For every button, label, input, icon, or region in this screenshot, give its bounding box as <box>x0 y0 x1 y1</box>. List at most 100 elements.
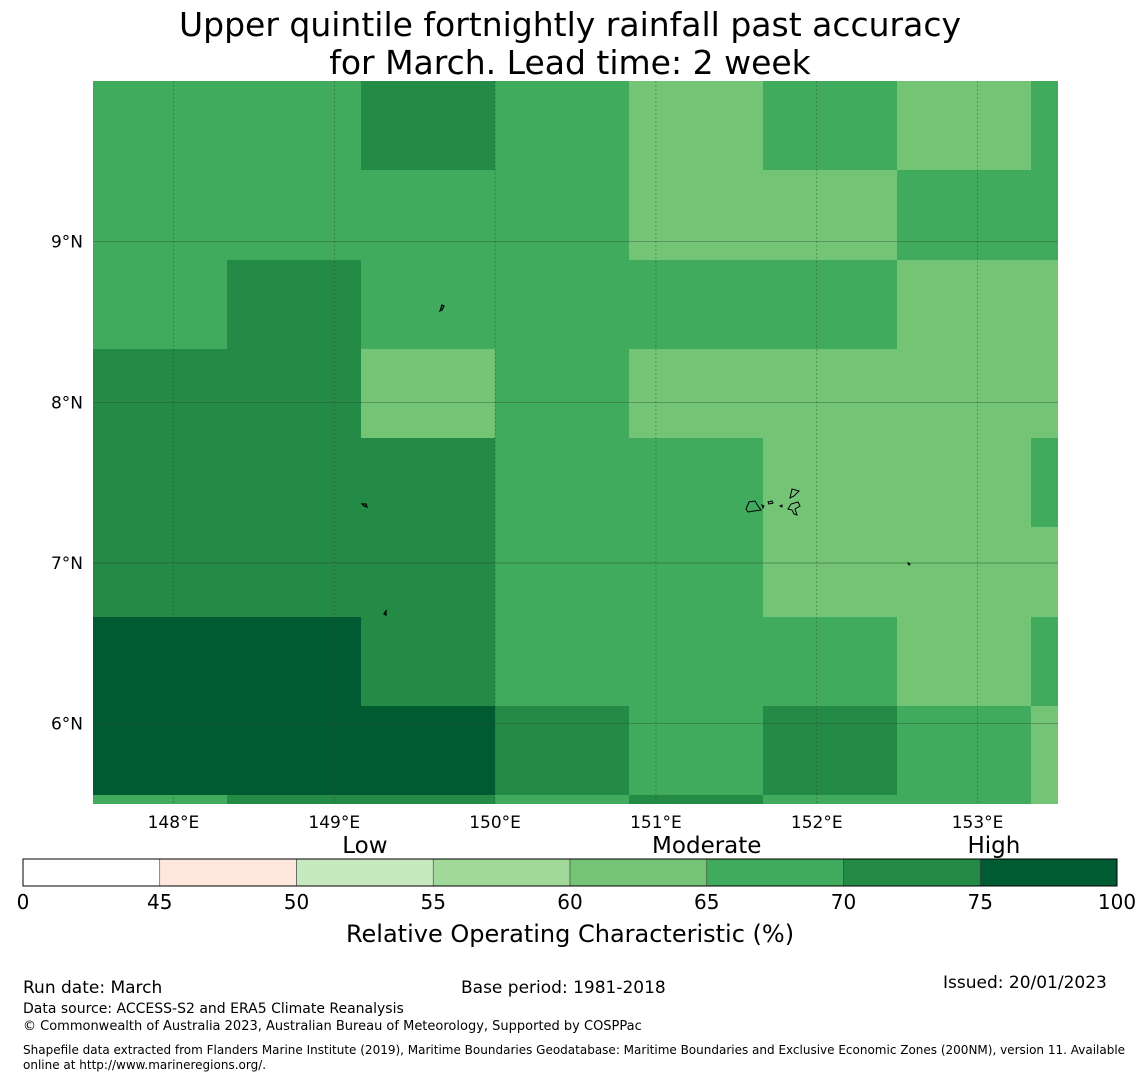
shapefile-credit: Shapefile data extracted from Flanders M… <box>23 1043 1126 1072</box>
colorbar-tick-label: 65 <box>694 890 719 914</box>
island-outline <box>789 488 800 499</box>
heatmap-cell <box>897 617 1031 706</box>
colorbar-box <box>569 858 708 887</box>
colorbar-boxes <box>22 858 1118 887</box>
heatmap-cell <box>227 170 361 260</box>
heatmap-cell <box>93 170 227 260</box>
colorbar-tick-label: 45 <box>147 890 172 914</box>
heatmap-cell <box>1031 795 1058 804</box>
island-outline <box>778 504 783 508</box>
colorbar-tick-labels: 0 45 50 55 60 65 70 75 100 <box>17 890 1136 914</box>
chart-title-line-2: for March. Lead time: 2 week <box>329 43 811 82</box>
heatmap-cell <box>495 349 629 438</box>
heatmap-cell <box>495 795 629 804</box>
island-outline <box>383 609 387 616</box>
heatmap-cell <box>227 617 361 706</box>
heatmap-cell <box>93 349 227 438</box>
heatmap-cell <box>227 795 361 804</box>
heatmap-cell <box>361 349 495 438</box>
y-tick-label: 6°N <box>51 715 83 735</box>
heatmap-cell <box>897 438 1031 527</box>
heatmap-cell <box>227 706 361 795</box>
data-source: Data source: ACCESS-S2 and ERA5 Climate … <box>23 1001 404 1017</box>
island-outline <box>438 304 445 313</box>
colorbar-box <box>843 858 981 887</box>
heatmap-cell <box>1031 527 1058 617</box>
island-outline <box>787 501 801 516</box>
heatmap-cell <box>227 527 361 617</box>
copyright-notice: © Commonwealth of Australia 2023, Austra… <box>23 1019 642 1034</box>
colorbar-box <box>706 858 844 887</box>
heatmap-cell <box>763 170 897 260</box>
heatmap-cell <box>495 260 629 349</box>
heatmap-cell <box>227 438 361 527</box>
colorbar-category-labels: Low Moderate High <box>342 833 1020 859</box>
y-tick-label: 8°N <box>51 393 83 413</box>
island-outline <box>767 500 774 505</box>
x-tick-label: 150°E <box>469 813 521 833</box>
heatmap-cell <box>1031 81 1058 170</box>
heatmap-cell <box>629 706 763 795</box>
heatmap-cell <box>1031 438 1058 527</box>
colorbar-category-label: High <box>967 833 1020 859</box>
colorbar-category-label: Moderate <box>652 833 761 859</box>
colorbar-tick-label: 100 <box>1098 890 1136 914</box>
heatmap-cell <box>629 438 763 527</box>
heatmap-cell <box>93 438 227 527</box>
heatmap-cell <box>763 438 897 527</box>
colorbar-box <box>979 858 1118 887</box>
x-tick-label: 151°E <box>630 813 682 833</box>
colorbar-tick-label: 60 <box>557 890 582 914</box>
map-chart: 148°E 149°E 150°E 151°E 152°E 153°E 6°N 7°N 8°N… <box>51 81 1058 833</box>
colorbar-tick-label: 75 <box>968 890 993 914</box>
island-outline <box>906 561 911 566</box>
heatmap-cell <box>629 81 763 170</box>
colorbar-box <box>296 858 434 887</box>
heatmap-cells <box>93 81 1058 804</box>
colorbar-box <box>22 858 161 887</box>
heatmap-cell <box>227 260 361 349</box>
x-tick-label: 153°E <box>952 813 1004 833</box>
heatmap-cell <box>361 617 495 706</box>
heatmap-cell <box>629 170 763 260</box>
heatmap-cell <box>1031 706 1058 795</box>
colorbar-category-label: Low <box>342 833 387 859</box>
colorbar-tick-label: 50 <box>284 890 309 914</box>
heatmap-cell <box>1031 349 1058 438</box>
heatmap-cell <box>495 81 629 170</box>
heatmap-cell <box>763 706 897 795</box>
x-tick-label: 152°E <box>791 813 843 833</box>
heatmap-cell <box>93 81 227 170</box>
heatmap-cell <box>495 706 629 795</box>
heatmap-cell <box>495 617 629 706</box>
colorbar-label: Relative Operating Characteristic (%) <box>346 920 794 948</box>
island-outline <box>761 504 765 510</box>
heatmap-cell <box>897 349 1031 438</box>
heatmap-cell <box>495 170 629 260</box>
heatmap-cell <box>93 706 227 795</box>
heatmap-cell <box>1031 617 1058 706</box>
heatmap-cell <box>897 795 1031 804</box>
heatmap-cell <box>93 527 227 617</box>
x-tick-label: 149°E <box>308 813 360 833</box>
colorbar-frame <box>22 858 1118 887</box>
heatmap-cell <box>93 617 227 706</box>
heatmap-cell <box>629 617 763 706</box>
heatmap-cell <box>897 260 1031 349</box>
heatmap-cell <box>361 170 495 260</box>
heatmap-cell <box>897 527 1031 617</box>
heatmap-cell <box>361 260 495 349</box>
y-axis-tick-labels: 6°N 7°N 8°N 9°N <box>51 233 83 735</box>
heatmap-cell <box>897 706 1031 795</box>
heatmap-cell <box>763 527 897 617</box>
heatmap-cell <box>495 438 629 527</box>
run-date: Run date: March <box>23 978 163 998</box>
heatmap-cell <box>763 617 897 706</box>
colorbar-tick-label: 55 <box>421 890 446 914</box>
heatmap-cell <box>361 527 495 617</box>
base-period: Base period: 1981-2018 <box>461 978 666 998</box>
island-outlines <box>360 304 911 616</box>
heatmap-cell <box>897 170 1031 260</box>
x-tick-label: 148°E <box>148 813 200 833</box>
